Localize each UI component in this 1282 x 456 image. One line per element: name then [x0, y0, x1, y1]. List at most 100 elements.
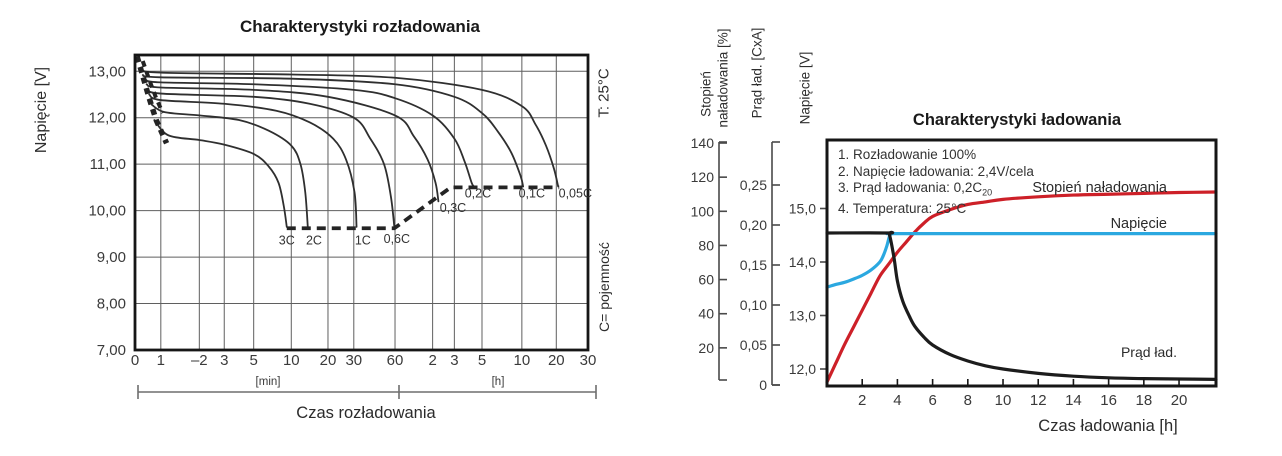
x-tick-label: 5 [478, 352, 486, 369]
time-unit-bracket [137, 385, 597, 399]
y-tick-label: 11,00 [90, 156, 126, 173]
charge-condition-note: 4. Temperatura: 25°C [838, 201, 967, 217]
x-tick-label: 30 [580, 352, 597, 369]
soc-axis-tick-label: 100 [691, 203, 715, 219]
curve-0,3C [145, 83, 440, 203]
charge-x-tick-label: 10 [995, 392, 1012, 409]
charge-condition-note: 1. Rozładowanie 100% [838, 147, 977, 162]
discharge-x-axis-title: Czas rozładowania [296, 404, 436, 422]
charge-x-tick-label: 8 [964, 392, 972, 409]
curve-soc [825, 190, 1218, 384]
x-tick-label: 3 [220, 352, 228, 369]
voltage-axis-title: Napięcie [V] [797, 51, 813, 125]
curve-0,05C [139, 68, 560, 188]
rate-label-0,3C: 0,3C [440, 201, 466, 215]
y-tick-label: 8,00 [97, 296, 126, 313]
charge-chart-svg: 140 120 100 80 60 40 20 0,25 0,20 0,15 0,10 0,05 0 15… [691, 135, 1218, 409]
x-tick-label: 0 [131, 352, 139, 369]
x-tick-label: 20 [548, 352, 565, 369]
curve-2C [150, 103, 309, 228]
charge-x-tick-label: 18 [1135, 392, 1152, 409]
x-tick-label: 20 [320, 352, 337, 369]
voltage-axis-tick-label: 13,0 [789, 308, 816, 324]
charge-condition-note: 3. Prąd ładowania: 0,2C20 [838, 180, 993, 198]
curve-voltage [825, 231, 1218, 289]
soc-axis-tick-label: 80 [698, 237, 714, 253]
charge-x-axis-title: Czas ładowania [h] [1038, 417, 1178, 435]
rate-label-2C: 2C [306, 234, 322, 248]
curve-0,6C [147, 88, 396, 228]
current-curve-label: Prąd ład. [1120, 344, 1177, 360]
discharge-x-tick-labels: 0 1 –2 3 5 10 20 30 60 2 3 5 10 20 30 [131, 352, 597, 369]
y-tick-label: 9,00 [97, 249, 126, 266]
voltage-axis-tick-label: 12,0 [789, 361, 816, 377]
discharge-curves [139, 68, 560, 228]
y-tick-label: 12,00 [88, 110, 126, 127]
charge-x-tick-label: 6 [928, 392, 936, 409]
charge-x-tick-label: 12 [1030, 392, 1047, 409]
rate-label-0,1C: 0,1C [519, 187, 545, 201]
soc-axis-tick-label: 140 [691, 135, 715, 151]
soc-axis-tick-label: 120 [691, 169, 715, 185]
soc-axis-tick-label: 20 [698, 340, 714, 356]
charge-x-tick-label: 2 [858, 392, 866, 409]
rate-label-0,05C: 0,05C [559, 187, 592, 201]
x-tick-label: 1 [157, 352, 165, 369]
current-axis-tick-label: 0,15 [740, 257, 767, 273]
curve-3C [153, 119, 288, 228]
x-tick-label: 10 [514, 352, 531, 369]
curve-0,2C [144, 78, 476, 188]
soc-axis-tick-label: 60 [698, 272, 714, 288]
charge-curves [825, 190, 1218, 384]
soc-curve-label: Stopień naładowania [1032, 180, 1167, 196]
rate-label-3C: 3C [279, 234, 295, 248]
discharge-y-tick-labels: 13,00 12,00 11,00 10,00 9,00 8,00 7,00 [88, 63, 126, 359]
current-axis-tick-label: 0,05 [740, 337, 767, 353]
current-axis [771, 141, 780, 386]
y-tick-label: 7,00 [97, 342, 126, 359]
rate-label-0,2C: 0,2C [465, 187, 491, 201]
charge-x-tick-label: 20 [1171, 392, 1188, 409]
charge-condition-note: 2. Napięcie ładowania: 2,4V/cela [838, 163, 1034, 179]
charge-x-tick-label: 16 [1100, 392, 1117, 409]
curve-current [825, 230, 1218, 381]
y-tick-label: 10,00 [88, 203, 126, 220]
charge-chart-title: Charakterystyki ładowania [912, 111, 1122, 129]
start-envelope-dashed-1 [134, 55, 170, 145]
x-tick-label: 2 [428, 352, 436, 369]
current-axis-tick-label: 0,25 [740, 177, 767, 193]
x-tick-label: 30 [345, 352, 362, 369]
temperature-note: T: 25°C [595, 68, 613, 118]
x-unit-minutes-label: [min] [255, 376, 281, 388]
discharge-plot-border [133, 53, 590, 352]
x-tick-label: 10 [283, 352, 300, 369]
soc-axis [718, 141, 727, 381]
curve-0,1C [141, 74, 525, 188]
cutoff-voltage-dashed-line [286, 185, 560, 231]
curve-1C [148, 93, 358, 228]
discharge-gridlines [135, 55, 588, 350]
soc-axis-title-line1: Stopień [698, 71, 714, 117]
y-tick-label: 13,00 [88, 63, 126, 80]
charge-x-tick-label: 4 [893, 392, 901, 409]
soc-axis-title-line2: naładowania [%] [715, 28, 731, 128]
current-axis-tick-label: 0,20 [740, 217, 767, 233]
voltage-axis-tick-label: 14,0 [789, 254, 816, 270]
x-tick-label: 5 [250, 352, 258, 369]
voltage-axis-tick-label: 15,0 [789, 201, 816, 217]
current-axis-tick-label: 0 [759, 377, 767, 393]
current-axis-title: Prąd ład. [CxA] [749, 27, 765, 119]
discharge-chart-title: Charakterystyki rozładowania [240, 17, 480, 36]
capacity-note: C= pojemność [596, 242, 612, 332]
x-tick-label: 60 [387, 352, 404, 369]
charge-conditions-notes: 1. Rozładowanie 100% 2. Napięcie ładowani… [838, 147, 1034, 218]
start-envelope-dashed-2 [140, 60, 165, 114]
x-tick-label: –2 [191, 352, 208, 369]
voltage-curve-label: Napięcie [1110, 216, 1167, 232]
soc-axis-tick-label: 40 [698, 306, 714, 322]
x-tick-label: 3 [450, 352, 458, 369]
rate-label-0,6C: 0,6C [384, 232, 410, 246]
current-axis-tick-label: 0,10 [740, 297, 767, 313]
charge-x-tick-label: 14 [1065, 392, 1082, 409]
